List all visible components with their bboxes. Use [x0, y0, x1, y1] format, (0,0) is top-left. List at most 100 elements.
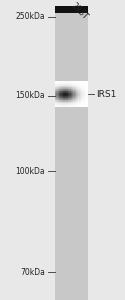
- Bar: [84, 104, 85, 105]
- Bar: [65, 98, 67, 99]
- Bar: [72, 89, 74, 90]
- Bar: [60, 100, 62, 101]
- Bar: [68, 106, 70, 107]
- Bar: [86, 85, 88, 86]
- Bar: [80, 100, 81, 101]
- Bar: [67, 106, 68, 107]
- Bar: [82, 101, 84, 102]
- Bar: [59, 98, 60, 99]
- Bar: [74, 93, 76, 94]
- Bar: [68, 100, 70, 101]
- Bar: [86, 88, 88, 89]
- Bar: [81, 99, 82, 100]
- Bar: [81, 91, 82, 92]
- Bar: [65, 92, 67, 93]
- Bar: [55, 91, 56, 92]
- Bar: [71, 90, 72, 91]
- Bar: [77, 90, 79, 91]
- Bar: [80, 93, 81, 94]
- Bar: [71, 100, 72, 101]
- Bar: [64, 105, 66, 106]
- Bar: [82, 99, 84, 100]
- Bar: [77, 104, 79, 105]
- Bar: [77, 92, 79, 93]
- Bar: [60, 83, 62, 84]
- Bar: [77, 103, 79, 104]
- Bar: [67, 83, 68, 84]
- Bar: [67, 97, 68, 98]
- Bar: [84, 92, 85, 93]
- Bar: [63, 92, 64, 93]
- Bar: [73, 86, 75, 87]
- Bar: [60, 106, 62, 107]
- Bar: [76, 105, 77, 106]
- Bar: [72, 91, 74, 92]
- Bar: [82, 87, 84, 88]
- Bar: [85, 85, 86, 86]
- Bar: [69, 104, 71, 105]
- Bar: [63, 102, 64, 103]
- Bar: [85, 102, 86, 103]
- Bar: [74, 84, 76, 85]
- Bar: [73, 92, 75, 93]
- Bar: [72, 95, 74, 96]
- Bar: [78, 83, 80, 84]
- Bar: [60, 104, 62, 105]
- Bar: [81, 92, 82, 93]
- Bar: [85, 82, 86, 83]
- Bar: [72, 90, 74, 91]
- Bar: [64, 81, 66, 83]
- Bar: [78, 83, 80, 84]
- Bar: [59, 89, 60, 90]
- Bar: [71, 98, 72, 99]
- Bar: [86, 87, 88, 88]
- Bar: [55, 106, 56, 107]
- Bar: [73, 103, 75, 104]
- Bar: [73, 102, 75, 103]
- Bar: [58, 89, 59, 90]
- Bar: [81, 94, 82, 95]
- Bar: [81, 84, 82, 85]
- Bar: [56, 93, 58, 94]
- Bar: [62, 82, 63, 83]
- Bar: [85, 100, 86, 101]
- Bar: [69, 90, 71, 91]
- Bar: [59, 88, 60, 89]
- Bar: [86, 83, 88, 84]
- Bar: [67, 91, 68, 92]
- Bar: [72, 97, 74, 98]
- Bar: [68, 97, 70, 98]
- Bar: [73, 82, 75, 83]
- Bar: [72, 93, 74, 94]
- Bar: [72, 92, 74, 93]
- Bar: [77, 83, 79, 84]
- Bar: [85, 90, 86, 91]
- Bar: [72, 94, 74, 95]
- Bar: [69, 99, 71, 100]
- Bar: [63, 94, 64, 95]
- Bar: [81, 100, 82, 101]
- Bar: [74, 92, 76, 93]
- Bar: [84, 90, 85, 91]
- Bar: [78, 94, 80, 95]
- Bar: [67, 85, 68, 86]
- Bar: [77, 85, 79, 86]
- Bar: [76, 100, 77, 101]
- Bar: [64, 92, 66, 93]
- Bar: [71, 89, 72, 90]
- Bar: [56, 81, 58, 83]
- Bar: [63, 82, 64, 83]
- Bar: [81, 93, 82, 94]
- Bar: [60, 99, 62, 100]
- Bar: [62, 99, 63, 100]
- Bar: [62, 84, 63, 85]
- Bar: [58, 86, 59, 87]
- Bar: [65, 104, 67, 105]
- Bar: [58, 106, 59, 107]
- Bar: [60, 85, 62, 86]
- Bar: [56, 86, 58, 87]
- Bar: [56, 92, 58, 93]
- Bar: [58, 88, 59, 89]
- Bar: [80, 88, 81, 89]
- Bar: [73, 88, 75, 89]
